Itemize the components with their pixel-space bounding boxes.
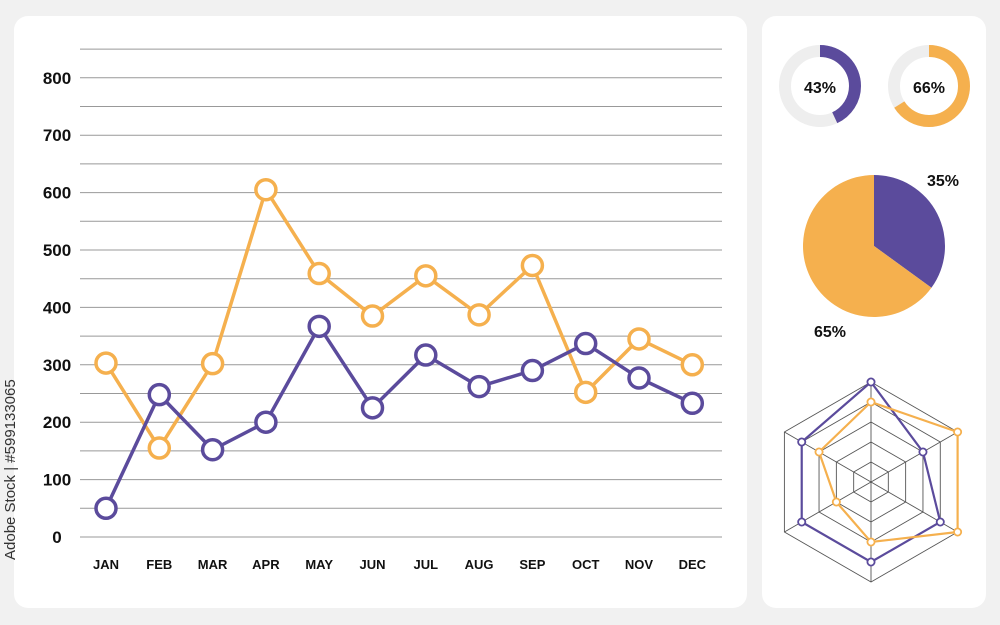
donut-purple-label: 43% — [804, 80, 836, 97]
radar-point-purple — [866, 557, 876, 567]
line-chart-x-ticks: JAN FEB MAR APR MAY JUN JUL AUG SEP OCT NOV DEC — [93, 557, 707, 572]
radar-point-orange — [866, 397, 876, 407]
x-tick-label: JUL — [414, 557, 439, 572]
data-point-orange — [94, 351, 118, 375]
data-point-orange — [360, 304, 385, 328]
data-point-purple — [414, 343, 438, 367]
data-point-orange — [680, 353, 705, 377]
radar-point-orange — [953, 427, 963, 437]
data-point-purple — [360, 396, 385, 420]
y-tick-label: 100 — [43, 471, 71, 490]
data-point-purple — [94, 496, 118, 521]
radar-point-purple — [866, 377, 876, 387]
data-point-orange — [520, 253, 545, 278]
x-tick-label: FEB — [146, 557, 172, 572]
pie-label-purple: 35% — [927, 173, 959, 190]
radar-axis — [784, 481, 872, 533]
series-line-orange — [104, 187, 694, 450]
watermark-stock-id: Adobe Stock | #599133065 — [2, 379, 19, 560]
y-tick-label: 300 — [43, 356, 71, 375]
pie-chart: 35% 65% — [802, 173, 959, 341]
x-tick-label: JUN — [359, 557, 385, 572]
y-tick-label: 800 — [43, 69, 71, 88]
x-tick-label: AUG — [465, 557, 494, 572]
x-tick-label: SEP — [519, 557, 545, 572]
data-point-purple — [307, 314, 331, 339]
data-point-orange — [200, 351, 225, 376]
data-point-orange — [307, 261, 331, 286]
donut-chart-purple: 43% — [779, 45, 861, 127]
data-point-orange — [147, 436, 172, 460]
data-point-orange — [573, 380, 598, 405]
radar-axis — [870, 481, 958, 533]
data-point-orange — [627, 327, 651, 351]
radar-point-purple — [935, 517, 945, 527]
radar-point-orange — [814, 447, 824, 457]
radar-point-purple — [918, 447, 928, 457]
donut-orange-label: 66% — [913, 80, 945, 97]
donut-arc — [888, 45, 970, 127]
y-tick-label: 400 — [43, 298, 71, 317]
radar-point-orange — [866, 537, 876, 547]
data-point-purple — [627, 366, 651, 390]
radar-point-purple — [797, 437, 807, 447]
x-tick-label: NOV — [625, 557, 654, 572]
donut-chart-orange: 66% — [888, 45, 970, 127]
radar-chart — [783, 377, 963, 583]
y-tick-label: 500 — [43, 241, 71, 260]
data-point-purple — [680, 391, 705, 416]
data-point-orange — [414, 264, 438, 288]
x-tick-label: DEC — [679, 557, 707, 572]
data-point-orange — [254, 177, 278, 202]
series-line-purple — [104, 324, 694, 510]
radar-point-orange — [831, 497, 841, 507]
data-point-purple — [147, 382, 172, 407]
x-tick-label: JAN — [93, 557, 119, 572]
data-point-purple — [573, 331, 598, 356]
donut-arc — [779, 45, 861, 127]
y-tick-label: 600 — [43, 184, 71, 203]
data-point-purple — [467, 374, 491, 399]
y-tick-label: 0 — [52, 528, 61, 547]
x-tick-label: APR — [252, 557, 280, 572]
data-point-orange — [467, 303, 491, 327]
pie-slice-orange — [802, 174, 932, 317]
x-tick-label: MAR — [198, 557, 228, 572]
radar-axis — [870, 431, 958, 483]
pie-label-orange: 65% — [814, 324, 846, 341]
y-tick-label: 700 — [43, 126, 71, 145]
data-point-purple — [254, 410, 278, 434]
x-tick-label: MAY — [305, 557, 333, 572]
data-point-purple — [520, 358, 545, 383]
line-chart-series — [94, 177, 705, 521]
data-point-purple — [200, 438, 225, 462]
y-tick-label: 200 — [43, 413, 71, 432]
pie-slice-purple — [874, 175, 945, 288]
radar-point-orange — [953, 527, 963, 537]
radar-point-purple — [797, 517, 807, 527]
line-chart-y-ticks: 0 100 200 300 400 500 600 700 800 — [43, 69, 71, 547]
x-tick-label: OCT — [572, 557, 600, 572]
